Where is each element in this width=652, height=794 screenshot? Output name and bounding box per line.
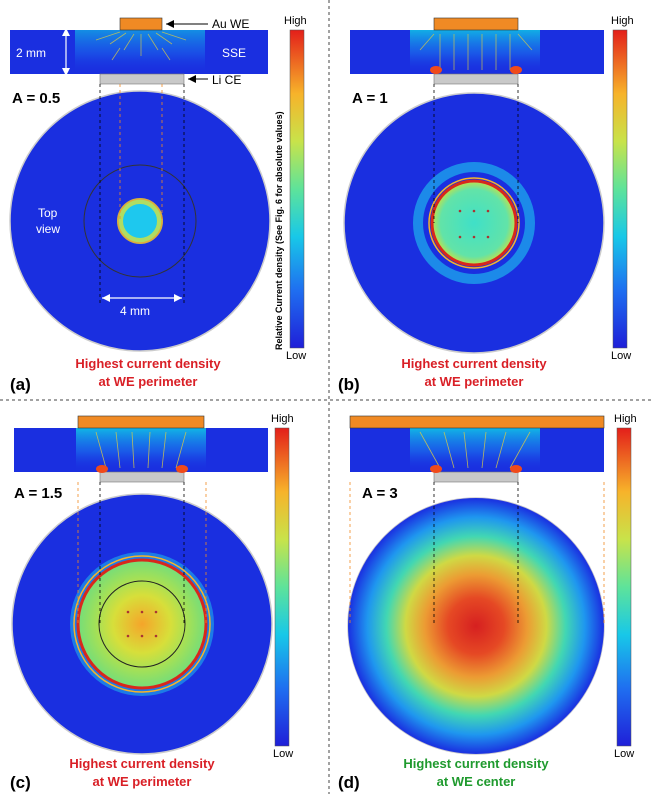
au-working-electrode [349, 415, 605, 429]
colorbar-title: Relative Current density (See Fig. 6 for… [274, 111, 284, 350]
colorbar-low-label: Low [273, 748, 293, 760]
sse-label: SSE [222, 46, 246, 60]
colorbar-high-label: High [614, 413, 637, 425]
colorbar-low-label: Low [611, 350, 631, 362]
au-we-label: Au WE [212, 17, 249, 31]
thickness-label: 2 mm [16, 46, 46, 60]
panel-d: A = 3 High Low Highest current density a… [338, 413, 637, 792]
caption-line1: Highest current density [403, 756, 549, 771]
panel-a: 2 mm SSE Au WE Li CE A = 0.5 Top view 4 … [9, 15, 307, 394]
li-counter-electrode [99, 471, 185, 483]
panel-letter: (c) [10, 773, 31, 792]
top-view-label-line2: view [36, 222, 60, 236]
a-value-label: A = 0.5 [12, 90, 60, 107]
colorbar-high-label: High [271, 413, 294, 425]
li-counter-electrode [433, 73, 519, 85]
panel-letter: (d) [338, 773, 360, 792]
colorbar [289, 29, 305, 349]
panel-letter: (b) [338, 375, 360, 394]
a-value-label: A = 3 [362, 485, 398, 502]
colorbar-low-label: Low [614, 748, 634, 760]
width-label: 4 mm [120, 304, 150, 318]
panel-b: A = 1 High Low Highest current density a… [338, 15, 634, 394]
caption-line2: at WE center [437, 774, 516, 789]
au-working-electrode [433, 17, 519, 31]
caption-line2: at WE perimeter [99, 374, 198, 389]
colorbar-high-label: High [284, 15, 307, 27]
li-ce-label: Li CE [212, 73, 241, 87]
top-view-label-line1: Top [38, 206, 58, 220]
au-working-electrode [119, 17, 163, 31]
a-value-label: A = 1 [352, 90, 388, 107]
caption-line1: Highest current density [75, 356, 221, 371]
a-value-label: A = 1.5 [14, 485, 62, 502]
colorbar [274, 427, 290, 747]
caption-line2: at WE perimeter [93, 774, 192, 789]
li-counter-electrode [433, 471, 519, 483]
panel-c: A = 1.5 High Low Highest current density… [10, 413, 294, 792]
colorbar-low-label: Low [286, 350, 306, 362]
li-counter-electrode [99, 73, 185, 85]
caption-line1: Highest current density [401, 356, 547, 371]
colorbar [616, 427, 632, 747]
colorbar-high-label: High [611, 15, 634, 27]
au-working-electrode [77, 415, 205, 429]
colorbar [612, 29, 628, 349]
panel-letter: (a) [10, 375, 31, 394]
caption-line2: at WE perimeter [425, 374, 524, 389]
caption-line1: Highest current density [69, 756, 215, 771]
